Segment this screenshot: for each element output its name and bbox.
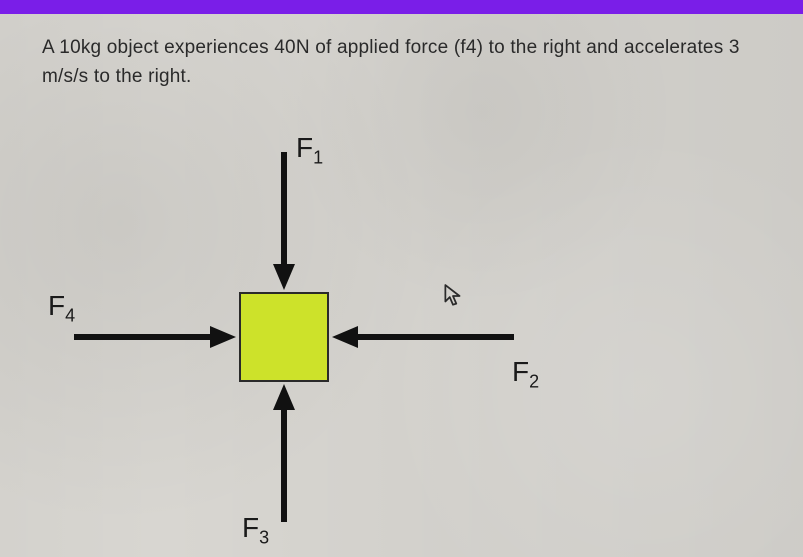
f2-sub: 2: [529, 372, 539, 392]
problem-statement: A 10kg object experiences 40N of applied…: [42, 34, 779, 91]
top-purple-bar: [0, 0, 803, 14]
free-body-diagram: F1 F2 F3 F4: [34, 112, 594, 542]
force-label-f3: F3: [242, 512, 269, 549]
force-label-f2: F2: [512, 356, 539, 393]
f1-base: F: [296, 132, 313, 163]
mouse-cursor-icon: [444, 284, 462, 308]
f2-base: F: [512, 356, 529, 387]
f4-sub: 4: [65, 306, 75, 326]
f3-sub: 3: [259, 528, 269, 548]
f4-base: F: [48, 290, 65, 321]
f1-sub: 1: [313, 148, 323, 168]
force-label-f4: F4: [48, 290, 75, 327]
f3-base: F: [242, 512, 259, 543]
diagram-svg: [34, 112, 594, 542]
force-label-f1: F1: [296, 132, 323, 169]
